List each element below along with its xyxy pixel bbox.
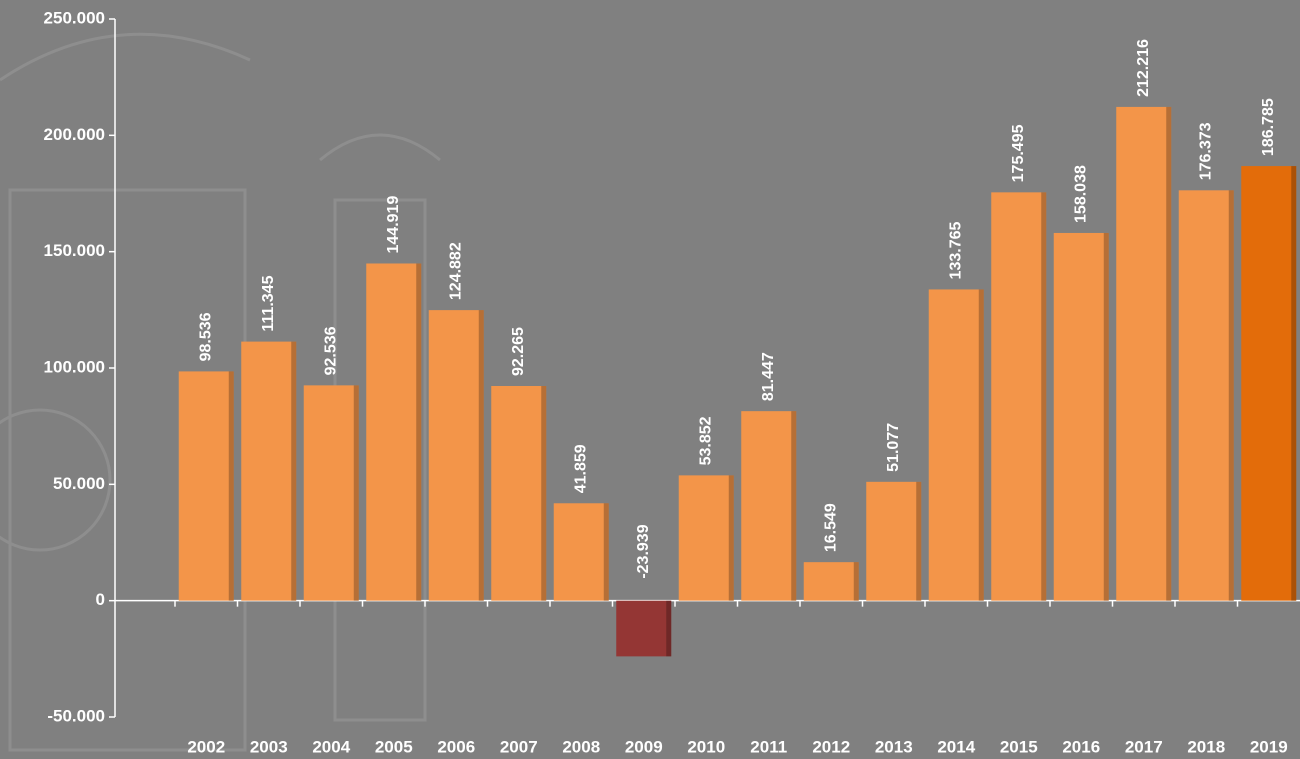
- data-label: 51.077: [885, 423, 902, 472]
- bar-shade: [603, 503, 609, 601]
- bar: [303, 385, 359, 601]
- data-label: 98.536: [197, 312, 214, 361]
- bar: [241, 341, 297, 601]
- y-tick-label: 250.000: [44, 8, 105, 27]
- x-tick-label: 2013: [875, 737, 913, 756]
- bar: [178, 371, 234, 601]
- data-label: 81.447: [760, 352, 777, 401]
- x-tick-label: 2014: [937, 737, 975, 756]
- data-label: 186.785: [1260, 98, 1277, 156]
- data-label: 175.495: [1010, 124, 1027, 182]
- data-label: 53.852: [697, 416, 714, 465]
- bar: [553, 503, 609, 601]
- data-label: 158.038: [1072, 165, 1089, 223]
- data-label: 111.345: [260, 275, 277, 331]
- x-tick-label: 2017: [1125, 737, 1163, 756]
- bar: [1178, 190, 1234, 601]
- bar: [1116, 106, 1172, 601]
- bar: [991, 192, 1047, 601]
- y-tick-label: 100.000: [44, 357, 105, 376]
- bar-shade: [228, 371, 234, 601]
- x-tick-label: 2002: [187, 737, 225, 756]
- bar-shade: [541, 385, 547, 601]
- bar-shade: [978, 289, 984, 601]
- data-label: -23.939: [635, 524, 652, 578]
- bar-shade: [353, 385, 359, 601]
- bar: [741, 411, 797, 601]
- bar: [1241, 166, 1297, 601]
- y-tick-label: 0: [96, 590, 105, 609]
- x-tick-label: 2006: [437, 737, 475, 756]
- bar-shade: [666, 600, 672, 657]
- data-label: 41.859: [572, 444, 589, 493]
- x-tick-label: 2019: [1250, 737, 1288, 756]
- x-tick-label: 2011: [750, 737, 787, 756]
- x-tick-label: 2015: [1000, 737, 1038, 756]
- bar: [491, 385, 547, 601]
- bar-shade: [291, 341, 297, 601]
- data-label: 176.373: [1197, 122, 1214, 180]
- data-label: 212.216: [1135, 39, 1152, 97]
- x-tick-label: 2003: [250, 737, 288, 756]
- bar-shade: [1228, 190, 1234, 601]
- data-label: 92.265: [510, 327, 527, 376]
- x-tick-label: 2018: [1187, 737, 1225, 756]
- bar-shade: [916, 481, 922, 601]
- y-tick-label: -50.000: [47, 706, 105, 725]
- data-label: 92.536: [322, 326, 339, 375]
- x-tick-label: 2008: [562, 737, 600, 756]
- bar: [366, 263, 422, 601]
- x-tick-label: 2010: [687, 737, 725, 756]
- data-label: 124.882: [447, 242, 464, 300]
- bar: [803, 562, 859, 601]
- y-tick-label: 50.000: [53, 474, 105, 493]
- data-label: 16.549: [822, 503, 839, 552]
- bar: [1053, 232, 1109, 601]
- bar-shade: [791, 411, 797, 601]
- bar-shade: [478, 310, 484, 601]
- x-tick-label: 2009: [625, 737, 663, 756]
- bar-shade: [1166, 106, 1172, 601]
- x-tick-label: 2012: [812, 737, 850, 756]
- x-tick-label: 2007: [500, 737, 538, 756]
- x-tick-label: 2016: [1062, 737, 1100, 756]
- data-label: 133.765: [947, 222, 964, 280]
- y-tick-label: 150.000: [44, 241, 105, 260]
- bar-shade: [1291, 166, 1297, 601]
- bar-shade: [728, 475, 734, 601]
- bar-shade: [416, 263, 422, 601]
- data-label: 144.919: [385, 196, 402, 254]
- bar: [678, 475, 734, 601]
- bar: [928, 289, 984, 601]
- y-tick-label: 200.000: [44, 125, 105, 144]
- x-tick-label: 2004: [312, 737, 350, 756]
- bar: [616, 600, 672, 657]
- x-tick-label: 2005: [375, 737, 413, 756]
- bar-shade: [853, 562, 859, 601]
- bar: [428, 310, 484, 601]
- bar-shade: [1041, 192, 1047, 601]
- bar: [866, 481, 922, 601]
- bar-shade: [1103, 232, 1109, 601]
